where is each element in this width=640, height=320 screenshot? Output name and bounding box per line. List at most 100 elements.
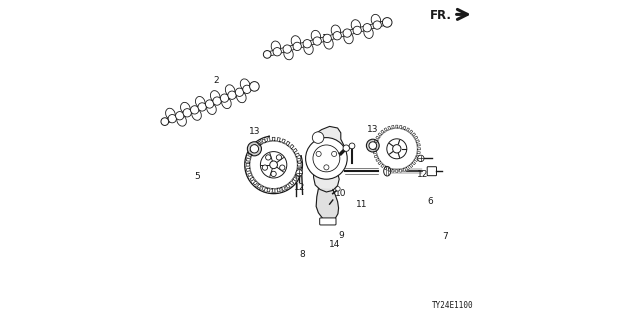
Ellipse shape — [284, 48, 293, 60]
Text: 11: 11 — [356, 200, 367, 209]
Circle shape — [273, 48, 282, 56]
Polygon shape — [257, 141, 261, 146]
Circle shape — [324, 165, 329, 170]
Circle shape — [276, 155, 282, 160]
Polygon shape — [414, 136, 418, 139]
Circle shape — [303, 40, 312, 48]
Circle shape — [293, 42, 301, 51]
Circle shape — [313, 37, 321, 45]
Circle shape — [312, 132, 324, 143]
Circle shape — [168, 115, 177, 123]
Text: FR.: FR. — [430, 9, 452, 22]
Circle shape — [205, 100, 214, 108]
Polygon shape — [272, 189, 275, 192]
Polygon shape — [286, 184, 290, 188]
Circle shape — [316, 151, 321, 156]
Circle shape — [264, 51, 271, 58]
Circle shape — [353, 26, 362, 35]
Polygon shape — [257, 184, 261, 188]
Circle shape — [247, 142, 262, 156]
Circle shape — [306, 138, 347, 179]
Polygon shape — [282, 139, 285, 143]
Polygon shape — [293, 148, 297, 152]
Polygon shape — [374, 155, 378, 158]
Polygon shape — [403, 168, 406, 172]
Ellipse shape — [166, 108, 175, 120]
Polygon shape — [295, 153, 300, 157]
Polygon shape — [277, 138, 280, 141]
Circle shape — [332, 151, 337, 156]
Circle shape — [369, 142, 376, 149]
Circle shape — [271, 171, 276, 177]
Circle shape — [175, 112, 184, 120]
Polygon shape — [392, 169, 394, 172]
Circle shape — [367, 139, 379, 152]
Ellipse shape — [304, 43, 313, 54]
Circle shape — [323, 34, 332, 43]
Polygon shape — [282, 187, 285, 191]
Ellipse shape — [195, 97, 205, 108]
Polygon shape — [396, 125, 398, 128]
Circle shape — [262, 165, 268, 170]
Circle shape — [220, 94, 228, 102]
Polygon shape — [272, 137, 275, 141]
Circle shape — [296, 170, 302, 176]
Polygon shape — [246, 168, 250, 172]
Polygon shape — [388, 126, 390, 130]
Polygon shape — [417, 144, 420, 146]
Polygon shape — [378, 133, 381, 136]
Text: 13: 13 — [249, 127, 260, 136]
Ellipse shape — [311, 30, 321, 42]
Circle shape — [236, 88, 244, 96]
Text: 12: 12 — [294, 183, 305, 192]
Polygon shape — [374, 140, 378, 142]
Circle shape — [266, 155, 271, 160]
Polygon shape — [373, 151, 376, 154]
Text: 12: 12 — [417, 170, 428, 179]
Polygon shape — [277, 188, 280, 192]
Polygon shape — [312, 126, 346, 192]
Text: 2: 2 — [213, 76, 219, 84]
Polygon shape — [392, 125, 394, 129]
Polygon shape — [373, 144, 376, 146]
Text: 10: 10 — [335, 189, 346, 198]
Circle shape — [343, 29, 351, 37]
Circle shape — [270, 161, 278, 169]
Polygon shape — [298, 164, 301, 166]
Polygon shape — [248, 173, 252, 177]
Circle shape — [250, 82, 259, 91]
Polygon shape — [250, 177, 254, 181]
Circle shape — [333, 32, 341, 40]
Polygon shape — [381, 130, 384, 133]
Ellipse shape — [225, 85, 235, 96]
Ellipse shape — [237, 91, 246, 103]
Ellipse shape — [221, 97, 231, 108]
Circle shape — [383, 18, 392, 27]
Polygon shape — [290, 144, 294, 149]
Polygon shape — [376, 136, 380, 139]
Polygon shape — [412, 133, 415, 136]
Polygon shape — [262, 139, 266, 143]
Polygon shape — [286, 141, 290, 146]
Polygon shape — [293, 177, 297, 181]
Polygon shape — [297, 158, 301, 161]
Ellipse shape — [180, 102, 190, 114]
Ellipse shape — [371, 14, 381, 26]
Circle shape — [191, 106, 199, 114]
Polygon shape — [417, 148, 420, 150]
Polygon shape — [396, 170, 398, 172]
Polygon shape — [410, 164, 413, 168]
Circle shape — [336, 187, 340, 191]
Polygon shape — [378, 162, 381, 165]
FancyBboxPatch shape — [320, 218, 336, 225]
Circle shape — [280, 165, 285, 170]
Ellipse shape — [192, 109, 202, 120]
Circle shape — [313, 145, 340, 172]
Ellipse shape — [351, 20, 360, 31]
Text: 7: 7 — [442, 232, 447, 241]
Circle shape — [213, 97, 221, 105]
Circle shape — [343, 145, 349, 151]
Ellipse shape — [344, 32, 353, 44]
Polygon shape — [406, 128, 410, 131]
Ellipse shape — [364, 27, 373, 38]
